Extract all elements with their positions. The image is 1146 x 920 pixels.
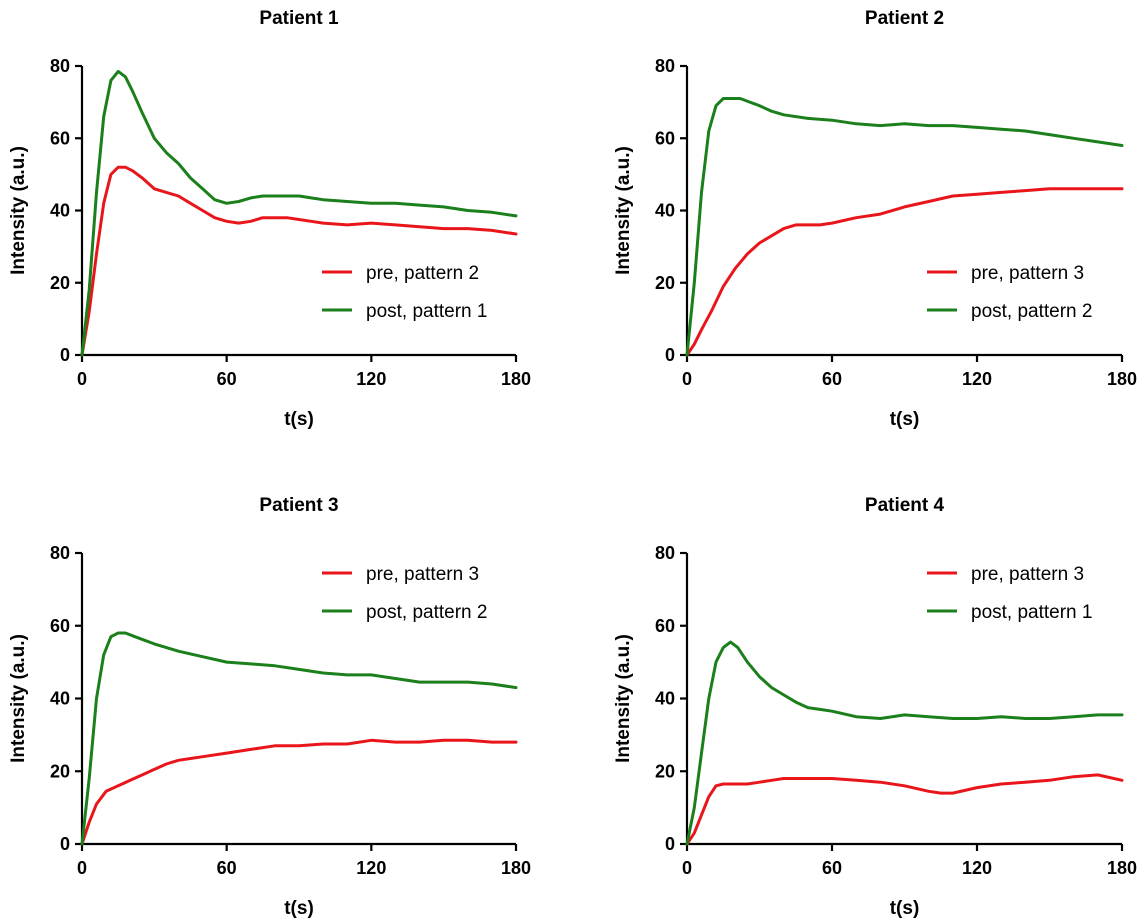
y-tick-label: 0 [60,345,70,365]
chart-title: Patient 2 [865,8,944,29]
x-axis-label: t(s) [284,898,314,919]
legend-label: post, pattern 1 [971,602,1092,623]
y-tick-label: 60 [50,616,70,636]
chart-title: Patient 3 [259,495,338,516]
y-tick-label: 40 [50,201,70,221]
y-tick-label: 40 [50,689,70,709]
x-tick-label: 60 [217,858,237,878]
series-line-pre [80,738,518,846]
chart-title: Patient 4 [865,495,945,516]
legend-label: pre, pattern 3 [971,263,1084,284]
x-tick-label: 120 [356,369,386,389]
y-tick-label: 20 [655,273,675,293]
y-tick-label: 20 [655,761,675,781]
x-tick-label: 60 [822,369,842,389]
y-axis-label: Intensity (a.u.) [613,146,634,275]
series-line-pre [80,165,518,357]
chart-panel-2: Patient 2 0 20 40 60 80 0 60 120 180 t(s) Intensity… [613,8,1137,430]
x-tick-label: 120 [962,858,992,878]
x-tick-label: 120 [962,369,992,389]
x-tick-label: 180 [1107,369,1137,389]
y-tick-label: 60 [655,128,675,148]
x-axis-label: t(s) [890,898,920,919]
y-tick-label: 80 [50,56,70,76]
chart-panel-1: Patient 1 0 20 40 60 80 0 60 120 180 t(s) Intensity… [8,8,531,430]
x-tick-label: 60 [822,858,842,878]
series-line-pre [685,773,1124,846]
legend-label: post, pattern 2 [366,602,487,623]
y-tick-label: 0 [665,345,675,365]
legend-label: post, pattern 1 [366,301,487,322]
x-tick-label: 180 [1107,858,1137,878]
y-tick-label: 20 [50,761,70,781]
x-tick-label: 180 [501,858,531,878]
x-axis-label: t(s) [890,409,920,430]
x-tick-label: 180 [501,369,531,389]
y-tick-label: 0 [60,834,70,854]
legend-label: pre, pattern 3 [366,564,479,585]
x-tick-label: 120 [356,858,386,878]
y-tick-label: 80 [655,56,675,76]
x-tick-label: 0 [682,369,692,389]
y-tick-label: 60 [50,128,70,148]
series-line-post [80,631,518,846]
y-tick-label: 20 [50,273,70,293]
legend-label: post, pattern 2 [971,301,1092,322]
x-tick-label: 0 [77,369,87,389]
y-tick-label: 80 [655,543,675,563]
y-tick-label: 0 [665,834,675,854]
y-tick-label: 40 [655,689,675,709]
y-tick-label: 80 [50,543,70,563]
legend-label: pre, pattern 3 [971,564,1084,585]
y-tick-label: 40 [655,201,675,221]
legend-label: pre, pattern 2 [366,263,479,284]
chart-title: Patient 1 [259,8,339,29]
y-axis-label: Intensity (a.u.) [613,634,634,763]
y-tick-label: 60 [655,616,675,636]
chart-panel-4: Patient 4 0 20 40 60 80 0 60 120 180 t(s) Intensity… [613,495,1137,919]
series-line-post [685,97,1124,357]
x-tick-label: 0 [682,858,692,878]
y-axis-label: Intensity (a.u.) [8,634,29,763]
chart-panel-3: Patient 3 0 20 40 60 80 0 60 120 180 t(s) Intensity… [8,495,531,919]
x-tick-label: 60 [217,369,237,389]
y-axis-label: Intensity (a.u.) [8,146,29,275]
series-line-post [685,640,1124,846]
series-line-post [80,69,518,357]
series-line-pre [685,187,1124,357]
x-axis-label: t(s) [284,409,314,430]
x-tick-label: 0 [77,858,87,878]
